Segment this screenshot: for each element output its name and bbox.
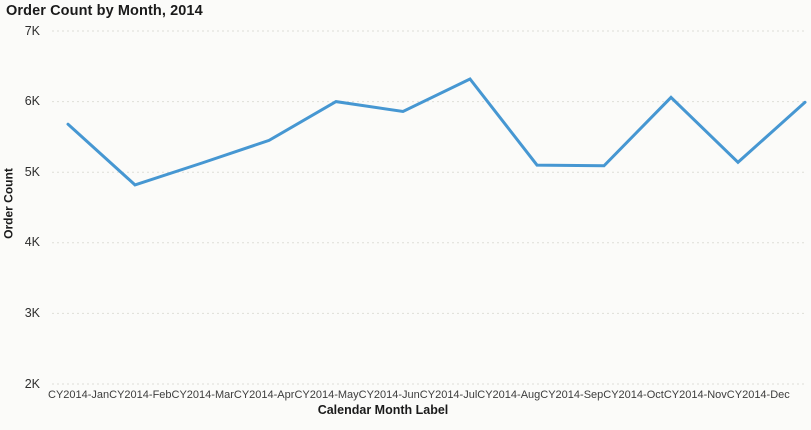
x-tick-label: CY2014-Sep — [540, 389, 604, 401]
x-axis-title: Calendar Month Label — [317, 403, 449, 417]
x-axis-tick-labels: CY2014-Jan CY2014-Feb CY2014-Mar CY2014-Apr… — [48, 389, 790, 401]
x-tick-label: CY2014-Nov — [663, 389, 727, 401]
x-tick-label: CY2014-Apr — [233, 389, 295, 401]
x-tick-label: CY2014-Feb — [109, 389, 172, 401]
x-tick-label: CY2014-Jun — [358, 389, 420, 401]
y-tick-label: 3K — [24, 305, 40, 320]
y-tick-label: 7K — [24, 23, 40, 38]
x-tick-label: CY2014-Aug — [477, 389, 541, 401]
x-tick-label: CY2014-Jan — [48, 389, 110, 401]
y-tick-label: 6K — [24, 94, 40, 109]
x-tick-label: CY2014-May — [294, 389, 359, 401]
order-count-line-series[interactable] — [66, 77, 807, 187]
x-tick-label: CY2014-Oct — [603, 389, 664, 401]
x-tick-label: CY2014-Mar — [171, 389, 234, 401]
y-tick-label: 2K — [24, 376, 40, 391]
y-tick-label: 4K — [24, 235, 40, 250]
x-tick-label: CY2014-Jul — [419, 389, 478, 401]
chart-title: Order Count by Month, 2014 — [6, 3, 203, 19]
x-tick-label: CY2014-Dec — [726, 389, 790, 401]
y-tick-label: 5K — [24, 164, 40, 179]
